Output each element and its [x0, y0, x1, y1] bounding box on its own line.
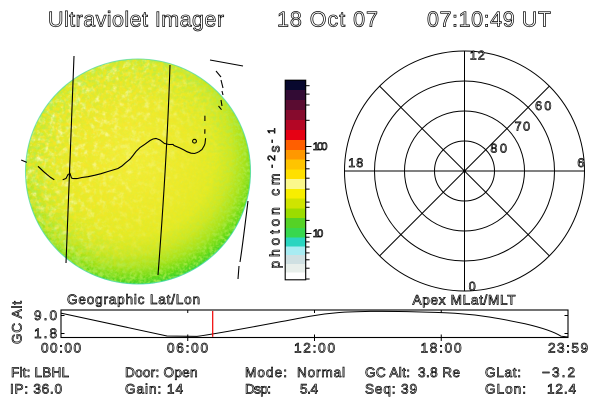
- svg-text:GC Alt: GC Alt: [10, 301, 25, 344]
- svg-text:100: 100: [313, 141, 328, 153]
- svg-text:Flt: LBHL: Flt: LBHL: [11, 365, 69, 380]
- svg-text:12:00: 12:00: [294, 341, 335, 356]
- svg-text:10: 10: [313, 228, 324, 240]
- svg-text:12: 12: [470, 49, 485, 63]
- svg-text:Normal: Normal: [297, 365, 345, 380]
- svg-text:00:00: 00:00: [41, 341, 81, 356]
- svg-text:−3.2: −3.2: [542, 365, 575, 380]
- svg-text:07:10:49 UT: 07:10:49 UT: [427, 7, 551, 31]
- svg-text:Seq: 39: Seq: 39: [365, 382, 417, 397]
- svg-text:Apex MLat/MLT: Apex MLat/MLT: [413, 293, 516, 308]
- svg-text:Ultraviolet Imager: Ultraviolet Imager: [48, 7, 224, 31]
- svg-text:Door: Open: Door: Open: [125, 365, 198, 380]
- svg-text:s: s: [267, 146, 283, 153]
- svg-text:IP: 36.0: IP: 36.0: [10, 382, 62, 397]
- svg-text:Geographic Lat/Lon: Geographic Lat/Lon: [67, 292, 200, 307]
- svg-text:1.8: 1.8: [34, 326, 57, 341]
- svg-text:23:59: 23:59: [548, 341, 588, 356]
- svg-text:GLat:: GLat:: [485, 365, 521, 380]
- svg-text:18: 18: [348, 156, 363, 170]
- svg-text:3.8 Re: 3.8 Re: [418, 365, 460, 380]
- svg-text:9.0: 9.0: [34, 308, 57, 323]
- svg-text:-2: -2: [266, 155, 278, 168]
- svg-text:GC Alt:: GC Alt:: [365, 365, 410, 380]
- svg-text:Mode:: Mode:: [245, 365, 287, 380]
- svg-text:18 Oct 07: 18 Oct 07: [277, 7, 378, 31]
- svg-text:Dsp:: Dsp:: [245, 382, 271, 397]
- svg-text:5.4: 5.4: [300, 382, 318, 397]
- svg-text:GLon:: GLon:: [485, 382, 526, 397]
- svg-text:06:00: 06:00: [167, 341, 208, 356]
- svg-text:18:00: 18:00: [421, 341, 462, 356]
- svg-text:6: 6: [577, 156, 584, 170]
- svg-text:Gain: 14: Gain: 14: [125, 382, 183, 397]
- svg-text:70: 70: [515, 119, 531, 133]
- svg-text:0: 0: [469, 279, 476, 293]
- svg-text:12.4: 12.4: [547, 382, 576, 397]
